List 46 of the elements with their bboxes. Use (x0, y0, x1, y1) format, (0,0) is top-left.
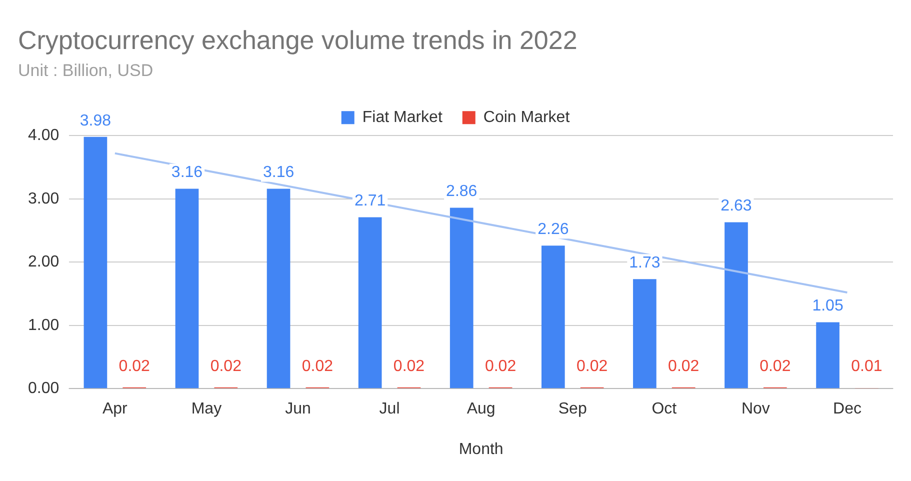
data-label: 2.26 (538, 221, 569, 238)
data-label: 3.16 (262, 164, 294, 182)
y-tick-label: 0.00 (28, 380, 60, 398)
bar (450, 208, 474, 388)
data-label: 0.02 (118, 358, 150, 376)
data-label: 0.02 (576, 358, 608, 376)
x-tick-label: Apr (102, 400, 128, 418)
bar (724, 222, 748, 388)
x-tick-label: Oct (652, 400, 678, 418)
y-tick-label: 3.00 (28, 190, 60, 208)
x-tick-label: May (191, 400, 222, 418)
x-tick-label: Aug (466, 400, 496, 418)
bar (541, 246, 565, 388)
data-label: 0.02 (760, 358, 791, 376)
data-label: 0.02 (302, 358, 334, 376)
data-label: 0.02 (393, 358, 425, 376)
y-tick-label: 4.00 (28, 127, 60, 144)
data-label: 3.16 (171, 164, 203, 182)
x-tick-label: Nov (741, 400, 770, 418)
x-axis-title: Month (458, 440, 504, 458)
bar (84, 136, 108, 388)
y-tick-label: 1.00 (28, 316, 60, 334)
data-label: 3.98 (80, 112, 112, 130)
bar (633, 279, 656, 388)
y-tick-label: 2.00 (28, 254, 60, 271)
x-tick-label: Jun (285, 400, 311, 418)
x-tick-label: Jul (379, 400, 400, 418)
chart-title: Cryptocurrency exchange volume trends in 2022 (18, 24, 578, 55)
data-label: 1.73 (629, 254, 660, 272)
data-label: 0.01 (851, 358, 882, 376)
data-label: 2.71 (354, 192, 386, 210)
data-label: 2.86 (446, 183, 478, 200)
data-label: 1.05 (812, 298, 844, 315)
data-label: 0.02 (668, 358, 700, 376)
data-label: 2.63 (720, 198, 752, 215)
bar (358, 217, 382, 388)
x-tick-label: Sep (558, 400, 587, 418)
data-label: 0.02 (210, 358, 242, 376)
chart-subtitle: Unit : Billion, USD (18, 61, 154, 80)
legend-label: Coin Market (483, 109, 570, 126)
data-label: 0.02 (484, 358, 516, 376)
bar (266, 188, 290, 388)
x-tick-label: Dec (833, 400, 862, 418)
legend-label: Fiat Market (362, 109, 443, 126)
bar (175, 188, 199, 388)
bar (816, 322, 840, 388)
